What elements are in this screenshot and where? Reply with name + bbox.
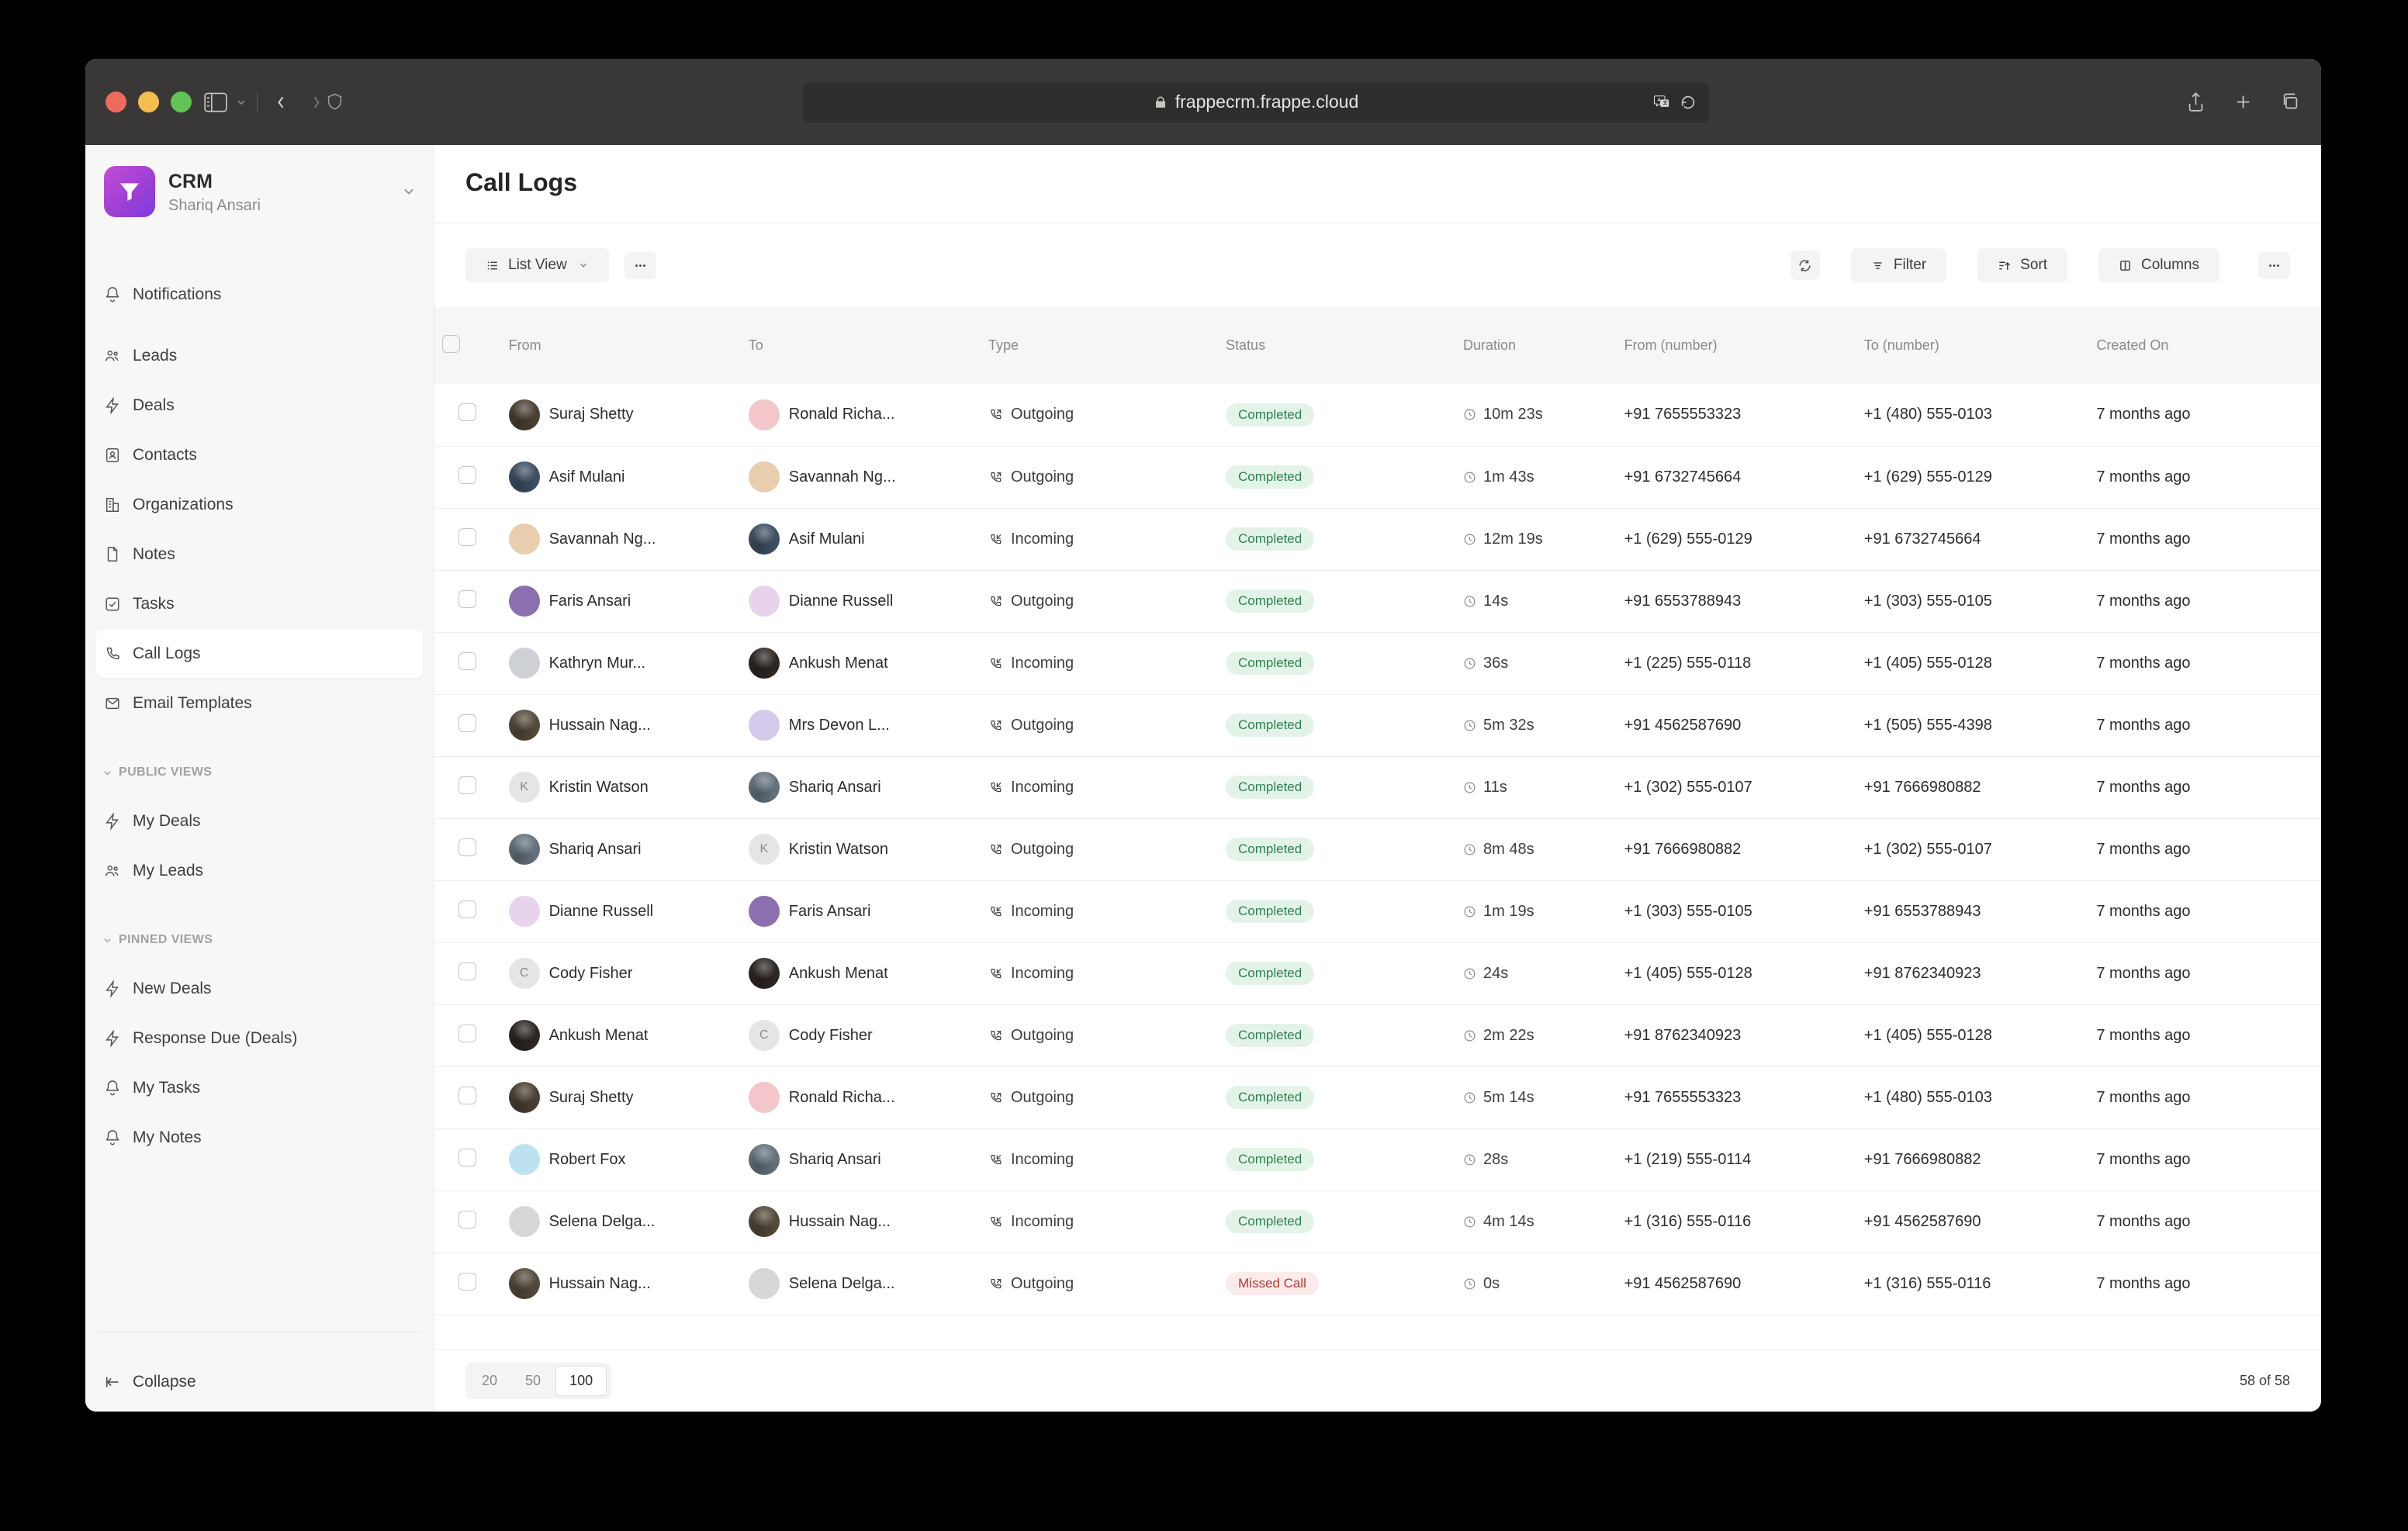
- svg-text:文: 文: [1662, 100, 1669, 106]
